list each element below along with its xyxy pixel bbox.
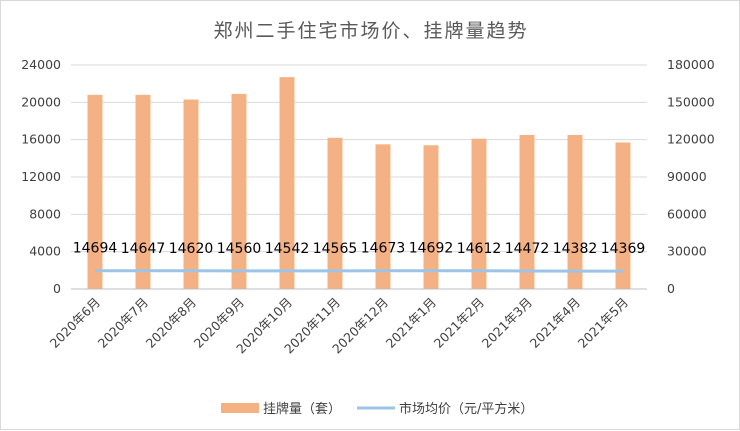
data-label: 14612: [457, 241, 502, 257]
data-label: 14647: [121, 241, 166, 257]
legend-bar-label: 挂牌量（套）: [263, 401, 341, 417]
legend: 挂牌量（套） 市场均价（元/平方米）: [221, 401, 533, 417]
bar: [184, 100, 199, 289]
bar: [568, 135, 583, 289]
bar-series: [88, 77, 631, 289]
y-right-tick-label: 90000: [667, 169, 707, 184]
bar: [280, 77, 295, 289]
y-left-tick-label: 0: [53, 281, 61, 296]
data-label: 14565: [313, 241, 358, 257]
x-axis: 2020年6月2020年7月2020年8月2020年9月2020年10月2020…: [47, 289, 647, 357]
data-label: 14542: [265, 241, 310, 257]
data-label: 14369: [601, 241, 646, 257]
legend-line-label: 市场均价（元/平方米）: [399, 401, 533, 417]
x-tick-label: 2020年6月: [47, 295, 103, 351]
x-tick-label: 2020年7月: [95, 295, 151, 351]
y-axis-left: 0 4000 8000 12000 16000 20000 24000: [21, 57, 61, 296]
bar: [472, 139, 487, 289]
y-right-tick-label: 60000: [667, 206, 707, 221]
x-tick-label: 2021年1月: [383, 295, 439, 351]
y-right-tick-label: 120000: [667, 132, 715, 147]
data-label: 14694: [73, 241, 118, 257]
bar: [136, 95, 151, 289]
y-left-tick-label: 12000: [21, 169, 61, 184]
x-tick-label: 2021年5月: [575, 295, 631, 351]
bar: [376, 144, 391, 289]
chart-title: 郑州二手住宅市场价、挂牌量趋势: [213, 20, 528, 42]
bar: [88, 95, 103, 289]
y-right-tick-label: 0: [667, 281, 675, 296]
y-axis-right: 0 30000 60000 90000 120000 150000 180000: [667, 57, 715, 296]
bar: [328, 138, 343, 289]
data-label: 14620: [169, 241, 214, 257]
x-tick-label: 2020年8月: [143, 295, 199, 351]
y-right-tick-label: 150000: [667, 94, 715, 109]
x-tick-label: 2021年4月: [527, 295, 583, 351]
y-left-tick-label: 20000: [21, 94, 61, 109]
data-label: 14472: [505, 241, 550, 257]
bar: [232, 94, 247, 289]
bar: [424, 145, 439, 289]
y-left-tick-label: 16000: [21, 132, 61, 147]
bar: [520, 135, 535, 289]
data-label: 14560: [217, 241, 262, 257]
data-label: 14382: [553, 241, 598, 257]
x-tick-label: 2021年3月: [479, 295, 535, 351]
legend-bar-swatch: [221, 403, 259, 413]
bar: [616, 142, 631, 289]
y-left-tick-label: 24000: [21, 57, 61, 72]
y-right-tick-label: 180000: [667, 57, 715, 72]
y-left-tick-label: 4000: [29, 244, 61, 259]
y-left-tick-label: 8000: [29, 206, 61, 221]
y-right-tick-label: 30000: [667, 244, 707, 259]
data-label: 14692: [409, 241, 454, 257]
x-tick-label: 2021年2月: [431, 295, 487, 351]
data-label: 14673: [361, 241, 406, 257]
